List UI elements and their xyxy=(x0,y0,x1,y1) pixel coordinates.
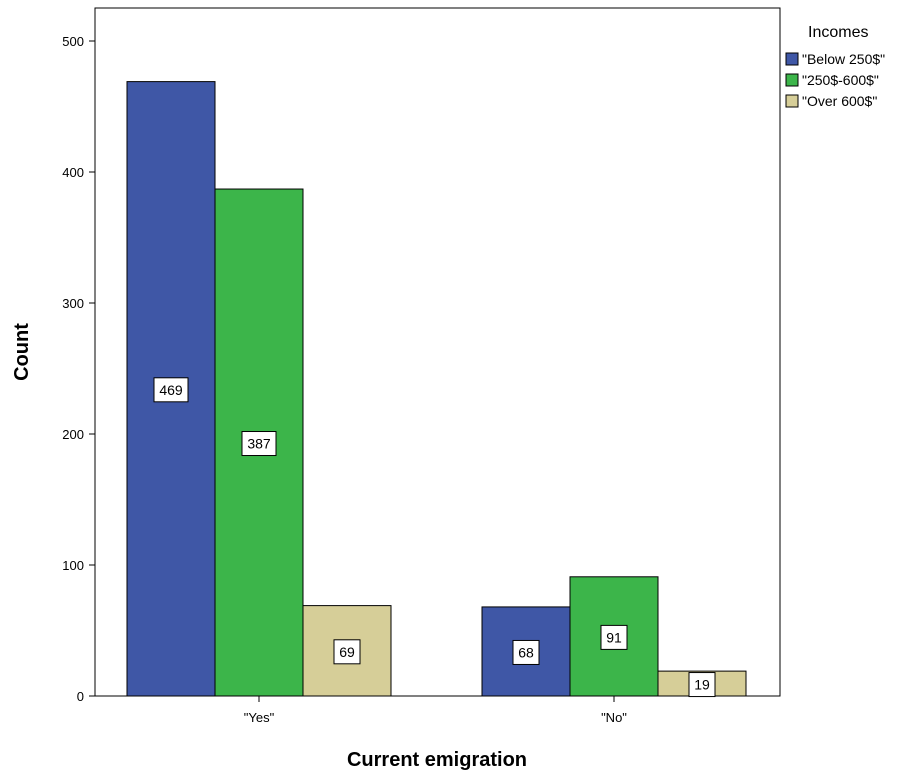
legend-title: Incomes xyxy=(808,24,868,41)
y-tick-label: 0 xyxy=(77,689,84,704)
bars-group xyxy=(126,81,747,697)
data-label-box xyxy=(600,624,628,650)
plot-area-frame xyxy=(94,7,781,697)
data-label-box xyxy=(688,672,716,698)
y-tick-label: 100 xyxy=(62,558,84,573)
data-label-box xyxy=(241,431,277,457)
data-label: 68 xyxy=(518,644,534,660)
x-axis: "Yes" "No" xyxy=(244,696,627,725)
y-tick-label: 400 xyxy=(62,165,84,180)
data-label: 469 xyxy=(159,382,183,398)
data-label-box xyxy=(153,377,189,403)
y-axis: 0 100 200 300 400 500 xyxy=(62,34,95,704)
data-label: 69 xyxy=(339,644,355,660)
data-label: 19 xyxy=(694,677,710,693)
x-axis-title: Current emigration xyxy=(347,749,527,771)
x-tick-label: "Yes" xyxy=(244,710,275,725)
data-label-box xyxy=(333,639,361,665)
legend-swatch xyxy=(785,73,799,87)
legend-swatch xyxy=(785,94,799,108)
data-label: 387 xyxy=(247,436,271,452)
legend-swatch xyxy=(785,52,799,66)
data-labels-group: 469 68 387 91 69 19 xyxy=(153,377,716,698)
legend: Incomes "Below 250$" "250$-600$" "Over 600… xyxy=(785,24,885,109)
legend-entry-label: "Below 250$" xyxy=(802,51,885,67)
legend-entry-label: "Over 600$" xyxy=(802,93,877,109)
legend-entry-label: "250$-600$" xyxy=(802,72,879,88)
data-label-box xyxy=(512,639,540,665)
y-tick-label: 300 xyxy=(62,296,84,311)
data-label: 91 xyxy=(606,629,622,645)
y-tick-label: 200 xyxy=(62,427,84,442)
y-tick-label: 500 xyxy=(62,34,84,49)
x-tick-label: "No" xyxy=(601,710,627,725)
y-axis-title: Count xyxy=(11,323,33,381)
